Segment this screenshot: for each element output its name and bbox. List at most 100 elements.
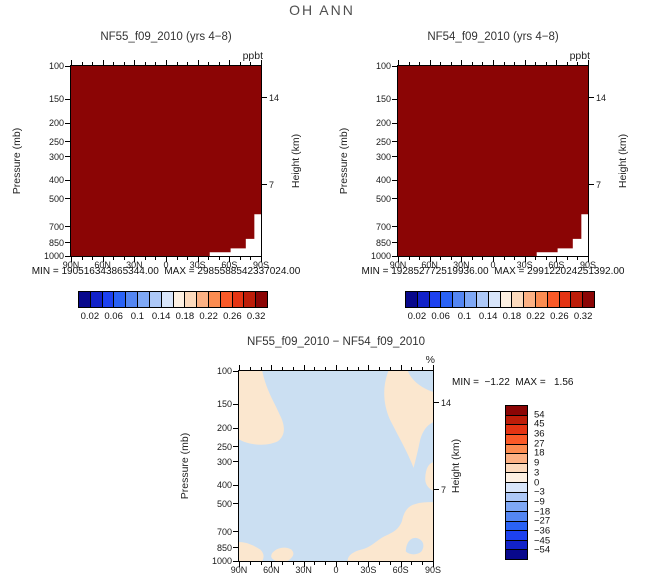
x-minor-tick	[471, 62, 473, 65]
pressure-tick-label: 850	[48, 237, 64, 248]
diff-panel-units: %	[425, 354, 435, 366]
colorbar-tick-label: −54	[534, 544, 551, 556]
colorbar-segment	[506, 482, 527, 492]
panel-nf54-units: ppbt	[569, 50, 590, 62]
colorbar-segment	[506, 501, 527, 511]
height-tick	[262, 97, 267, 99]
x-tick-label: 90S	[252, 260, 270, 270]
pressure-tick	[65, 198, 70, 200]
colorbar-segment	[506, 414, 527, 425]
colorbar-segment	[125, 292, 138, 307]
x-minor-tick	[577, 257, 579, 260]
colorbar-nf54-bar	[405, 291, 595, 308]
x-tick	[239, 365, 240, 370]
colorbar-tick-label: −36	[534, 525, 551, 537]
height-tick	[589, 184, 594, 186]
colorbar-tick-label: 36	[534, 428, 545, 440]
panel-nf54-pressure-axis-label: Pressure (mb)	[338, 127, 350, 195]
x-minor-tick	[389, 562, 391, 565]
x-minor-tick	[250, 62, 252, 65]
x-tick	[524, 60, 526, 65]
x-minor-tick	[422, 562, 424, 565]
x-minor-tick	[325, 562, 327, 565]
x-minor-tick	[250, 257, 252, 260]
pressure-tick-label: 100	[48, 61, 64, 71]
x-tick	[271, 562, 273, 567]
colorbar-tick-label: 0.26	[223, 311, 242, 322]
pressure-tick-label: 850	[375, 237, 391, 248]
colorbar-nf55-bar	[78, 291, 268, 308]
pressure-tick	[233, 461, 238, 463]
x-tick	[261, 257, 262, 262]
colorbar-segment	[570, 292, 583, 307]
x-minor-tick	[208, 257, 210, 260]
x-tick-label: 30S	[189, 260, 206, 270]
panel-nf54-title: NF54_f09_2010 (yrs 4−8)	[427, 31, 559, 43]
x-tick	[336, 365, 337, 370]
x-tick	[524, 257, 526, 262]
height-tick	[434, 402, 439, 404]
x-minor-tick	[208, 62, 210, 65]
colorbar-tick-label: 0.02	[80, 311, 100, 322]
terrain-notch-shape	[536, 214, 588, 256]
x-minor-tick	[419, 62, 421, 65]
colorbar-tick-label: 0.1	[457, 311, 471, 322]
x-minor-tick	[123, 257, 125, 260]
panel-nf55-pressure-axis-label: Pressure (mb)	[11, 127, 23, 195]
x-minor-tick	[218, 62, 220, 65]
x-tick	[134, 60, 136, 65]
x-minor-tick	[314, 367, 316, 370]
pressure-tick	[65, 156, 70, 158]
x-tick	[368, 365, 370, 370]
diff-positive-region-sw	[239, 542, 264, 561]
x-minor-tick	[389, 367, 391, 370]
colorbar-nf54: 0.02 0.06 0.1 0.14 0.18 0.22 0.26 0.32	[405, 291, 595, 323]
x-minor-tick	[411, 562, 413, 565]
x-tick	[303, 562, 305, 567]
colorbar-nf55: 0.02 0.06 0.1 0.14 0.18 0.22 0.26 0.32	[78, 291, 268, 323]
panel-nf54-height-axis-label: Height (km)	[617, 133, 629, 189]
pressure-tick-label: 200	[216, 423, 232, 434]
x-tick-label: 30N	[453, 260, 470, 270]
colorbar-segment	[172, 292, 185, 307]
colorbar-segment	[506, 549, 527, 559]
colorbar-tick-label: 0.26	[550, 311, 569, 322]
colorbar-segment	[506, 424, 527, 434]
height-tick	[262, 184, 267, 186]
x-tick	[588, 60, 589, 65]
terrain-notch-shape	[209, 214, 261, 256]
pressure-tick	[65, 98, 70, 100]
colorbar-segment	[416, 292, 429, 307]
x-tick-label: 90S	[424, 565, 442, 575]
panel-nf55-minmax: MIN = 190516343865344.00 MAX = 298558854…	[31, 266, 301, 277]
x-minor-tick	[144, 62, 146, 65]
x-minor-tick	[187, 257, 189, 260]
x-minor-tick	[357, 367, 359, 370]
x-minor-tick	[282, 562, 284, 565]
colorbar-segment	[506, 472, 527, 482]
x-tick	[166, 60, 167, 65]
pressure-tick-label: 850	[216, 542, 232, 553]
x-tick	[336, 562, 337, 567]
pressure-tick-label: 700	[48, 221, 64, 232]
colorbar-tick-label: 0.22	[199, 311, 218, 322]
height-tick-label: 7	[269, 179, 275, 190]
pressure-tick-label: 300	[48, 151, 64, 162]
pressure-tick	[392, 226, 397, 228]
panel-nf54-minmax: MIN = 192852772519936.00 MAX = 299122024…	[361, 266, 625, 277]
pressure-tick	[233, 547, 238, 549]
pressure-tick-label: 500	[216, 498, 232, 509]
pressure-tick-label: 150	[216, 399, 232, 410]
x-tick	[102, 60, 104, 65]
colorbar-segment	[506, 462, 527, 473]
x-minor-tick	[176, 62, 178, 65]
colorbar-segment	[406, 292, 417, 307]
x-tick	[461, 257, 463, 262]
x-minor-tick	[450, 257, 452, 260]
x-tick-label: 30S	[516, 260, 533, 270]
colorbar-tick-label: 45	[534, 418, 545, 430]
colorbar-segment	[506, 539, 527, 550]
pressure-tick-label: 1000	[370, 251, 391, 261]
x-minor-tick	[482, 257, 484, 260]
colorbar-segment	[148, 292, 161, 307]
